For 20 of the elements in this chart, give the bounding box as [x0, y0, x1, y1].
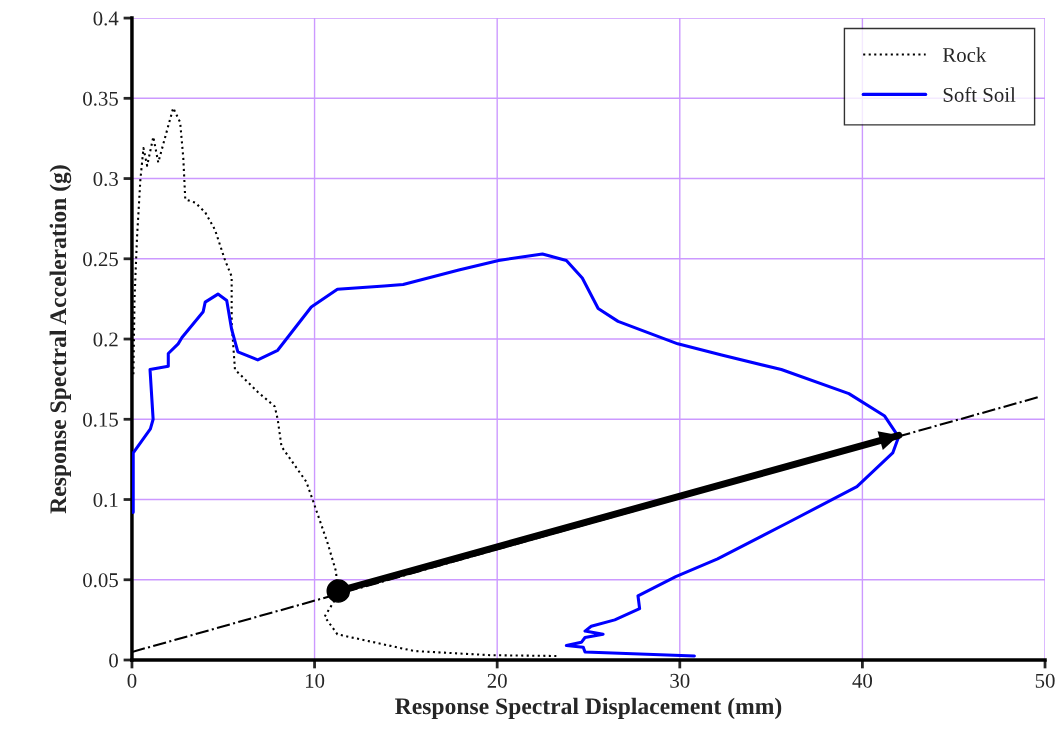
legend-label: Rock [942, 47, 987, 63]
y-tick-label: 0.2 [93, 332, 118, 347]
y-tick-label: 0.35 [83, 91, 118, 106]
y-tick-label: 0.1 [93, 492, 118, 508]
x-tick-label: 20 [487, 673, 507, 688]
x-axis-title: Response Spectral Displacement (mm) [395, 697, 782, 720]
y-tick-label: 0 [109, 653, 118, 668]
y-tick-label: 0.3 [93, 171, 118, 187]
x-tick-label: 50 [1035, 673, 1055, 688]
legend-label: Soft Soil [943, 87, 1016, 102]
x-tick-label: 0 [127, 673, 137, 688]
y-tick-label: 0.4 [93, 11, 119, 26]
y-axis-title: Response Spectral Acceleration (g) [49, 165, 72, 514]
x-tick-label: 30 [670, 673, 690, 688]
line-series [131, 252, 901, 658]
x-tick-label: 10 [305, 673, 325, 688]
y-tick-label: 0.15 [83, 412, 118, 427]
y-tick-label: 0.25 [83, 252, 118, 267]
y-tick-label: 0.05 [83, 573, 118, 588]
x-tick-label: 40 [852, 673, 873, 688]
